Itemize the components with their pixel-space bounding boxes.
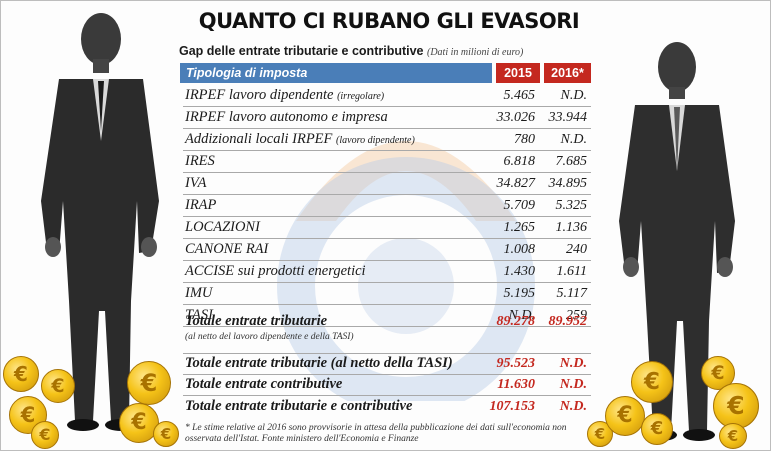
value-2015: 95.523 <box>496 356 536 371</box>
value-2016: N.D. <box>560 132 587 147</box>
subtitle-note: (Dati in milioni di euro) <box>427 47 524 58</box>
row-label: IMU <box>185 285 213 301</box>
value-2016: N.D. <box>559 399 587 414</box>
value-2015: N.D. <box>508 308 535 323</box>
table-row: IVA 34.827 34.895 <box>183 172 591 195</box>
value-2016: 5.117 <box>556 286 587 301</box>
row-label: CANONE RAI <box>185 241 269 257</box>
value-2016: 5.325 <box>555 198 588 213</box>
table-row: ACCISE sui prodotti energetici 1.430 1.6… <box>183 260 591 283</box>
row-label: LOCAZIONI <box>185 219 260 235</box>
table-row: IRES 6.818 7.685 <box>183 150 591 173</box>
euro-coin-icon: € <box>713 383 759 429</box>
value-2015: 1.008 <box>503 242 536 257</box>
total-tributarie-row: Totale entrate tributarie 89.278 89.952 <box>183 312 591 332</box>
row-note: (irregolare) <box>337 91 385 102</box>
table-header-tax-type: Tipologia di imposta <box>180 63 492 83</box>
euro-coin-icon: € <box>605 396 645 436</box>
row-label: Totale entrate contributive <box>185 376 343 392</box>
table-row: LOCAZIONI 1.265 1.136 <box>183 216 591 239</box>
value-2016: 89.952 <box>548 314 588 329</box>
euro-coin-icon: € <box>3 356 39 392</box>
total-tributarie-note: (al netto del lavoro dipendente e della … <box>185 332 354 342</box>
euro-coin-icon: € <box>119 403 159 443</box>
euro-coin-icon: € <box>41 369 75 403</box>
value-2015: 33.026 <box>496 110 536 125</box>
value-2016: 240 <box>566 242 587 257</box>
value-2016: 1.611 <box>556 264 587 279</box>
value-2016: 7.685 <box>555 154 588 169</box>
row-label: IRPEF lavoro autonomo e impresa <box>185 109 388 125</box>
row-label: Totale entrate tributarie <box>185 313 328 329</box>
euro-coin-icon: € <box>127 361 171 405</box>
value-2015: 6.818 <box>503 154 536 169</box>
total-row: Totale entrate tributarie (al netto dell… <box>183 353 591 375</box>
euro-coin-icon: € <box>631 361 673 403</box>
table-row: IMU 5.195 5.117 <box>183 282 591 305</box>
row-label: IRES <box>185 153 215 169</box>
value-2015: 34.827 <box>496 176 536 191</box>
value-2015: 1.430 <box>503 264 536 279</box>
euro-coin-icon: € <box>719 423 747 449</box>
euro-coin-icon: € <box>31 421 59 449</box>
row-label: IRAP <box>185 197 217 213</box>
row-label: IVA <box>185 175 207 191</box>
table-row: IRAP 5.709 5.325 <box>183 194 591 217</box>
value-2015: 1.265 <box>503 220 536 235</box>
table-header-2016: 2016* <box>544 63 591 83</box>
table-row: TASI N.D. 259 <box>183 304 591 327</box>
value-2015: 5.195 <box>503 286 536 301</box>
value-2015: 11.630 <box>497 377 535 392</box>
table-row: IRPEF lavoro autonomo e impresa 33.026 3… <box>183 106 591 129</box>
table-row: Addizionali locali IRPEF (lavoro dipende… <box>183 128 591 151</box>
value-2015: 5.465 <box>503 88 536 103</box>
value-2015: 780 <box>514 132 535 147</box>
euro-coin-icon: € <box>641 413 673 445</box>
row-label: IRPEF lavoro dipendente (irregolare) <box>185 87 385 103</box>
value-2015: 89.278 <box>496 314 536 329</box>
row-label: Addizionali locali IRPEF (lavoro dipende… <box>185 131 415 147</box>
value-2015: 107.153 <box>489 399 536 414</box>
value-2016: 34.895 <box>548 176 588 191</box>
value-2016: 1.136 <box>555 220 588 235</box>
page-title: QUANTO CI RUBANO GLI EVASORI <box>198 9 580 33</box>
value-2015: 5.709 <box>503 198 536 213</box>
euro-coin-icon: € <box>153 421 179 447</box>
footnote: * Le stime relative al 2016 sono provvis… <box>185 423 567 444</box>
value-2016: N.D. <box>559 377 587 392</box>
total-row: Totale entrate contributive 11.630 N.D. <box>183 375 591 396</box>
row-label: TASI <box>185 307 213 323</box>
table-row: IRPEF lavoro dipendente (irregolare) 5.4… <box>183 84 591 107</box>
value-2016: N.D. <box>559 356 587 371</box>
row-label: Totale entrate tributarie (al netto dell… <box>185 355 453 371</box>
value-2016: N.D. <box>560 88 587 103</box>
row-note: (lavoro dipendente) <box>336 135 415 146</box>
subtitle: Gap delle entrate tributarie e contribut… <box>179 44 523 58</box>
value-2016: 33.944 <box>548 110 588 125</box>
subtitle-text: Gap delle entrate tributarie e contribut… <box>179 44 424 58</box>
row-label: Totale entrate tributarie e contributive <box>185 398 413 414</box>
table-header-2015: 2015 <box>496 63 540 83</box>
row-label: ACCISE sui prodotti energetici <box>185 263 366 279</box>
table-row: CANONE RAI 1.008 240 <box>183 238 591 261</box>
value-2016: 259 <box>566 308 587 323</box>
total-row: Totale entrate tributarie e contributive… <box>183 397 591 417</box>
